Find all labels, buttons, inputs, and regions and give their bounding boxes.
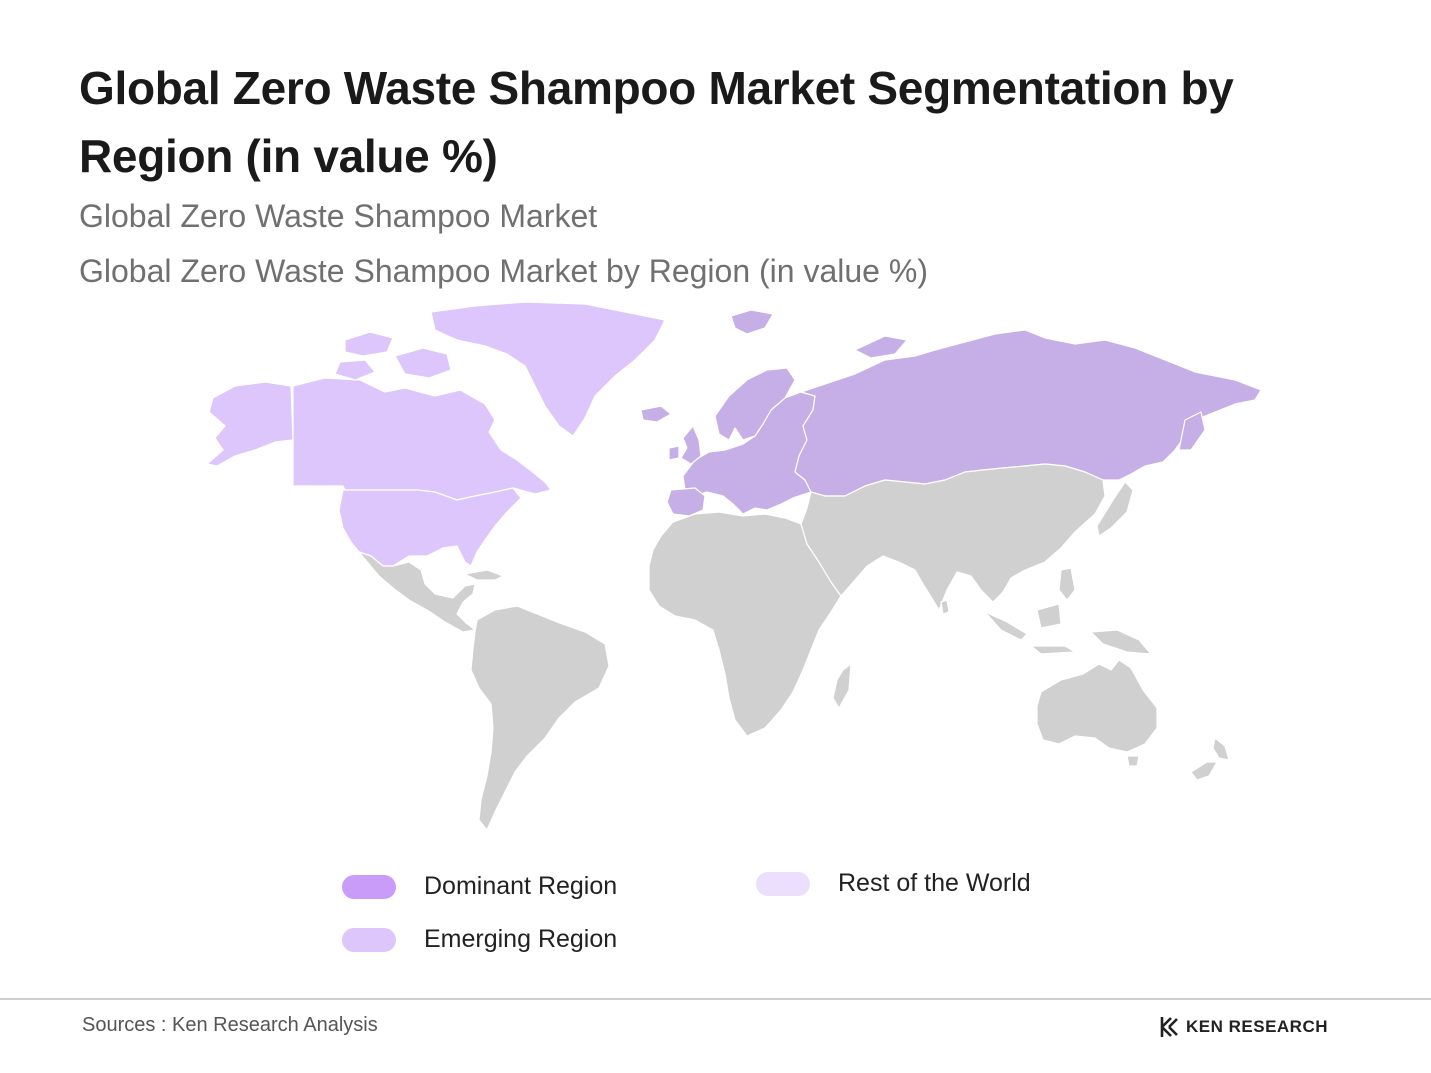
region-ireland (668, 445, 680, 461)
region-iceland (640, 405, 672, 423)
region-canada-islands-2 (394, 347, 452, 379)
ken-research-logo-text: KEN RESEARCH (1186, 1017, 1329, 1036)
region-indonesia-1 (984, 611, 1028, 641)
region-kamchatka (1178, 411, 1206, 451)
chart-title: Global Zero Waste Shampoo Market Segment… (79, 62, 1234, 182)
legend-swatch-rest (756, 871, 810, 896)
chart-subtitle: Global Zero Waste Shampoo Market (79, 198, 598, 234)
source-note: Sources : Ken Research Analysis (82, 1014, 378, 1036)
region-canada-islands-1 (344, 331, 394, 357)
region-tasmania (1126, 755, 1140, 767)
world-map (206, 301, 1262, 831)
legend-swatch-emerging (342, 927, 396, 952)
region-japan (1096, 481, 1134, 537)
region-australia (1036, 659, 1158, 753)
region-iberia (666, 487, 706, 517)
legend-label-emerging: Emerging Region (424, 925, 618, 953)
region-greenland (430, 301, 666, 437)
region-madagascar (832, 663, 852, 709)
region-new-zealand-north (1212, 737, 1230, 761)
region-indonesia-3 (1030, 645, 1076, 655)
region-svalbard (730, 309, 774, 335)
legend-swatch-dominant (342, 874, 396, 899)
region-canada (292, 377, 552, 501)
region-sri-lanka (940, 599, 950, 615)
region-russia-arctic (854, 335, 908, 359)
region-new-zealand-south (1190, 761, 1218, 781)
legend-label-dominant: Dominant Region (424, 872, 618, 900)
region-south-america (470, 605, 610, 831)
legend-item-dominant: Dominant Region (342, 872, 617, 901)
legend-item-emerging: Emerging Region (342, 925, 617, 954)
region-indonesia-2 (1036, 603, 1062, 629)
legend-item-rest: Rest of the World (756, 869, 1031, 898)
region-new-guinea (1090, 629, 1152, 655)
region-caribbean (464, 569, 504, 581)
region-asia (800, 463, 1106, 611)
region-mexico (358, 551, 476, 633)
legend-label-rest: Rest of the World (838, 869, 1031, 897)
region-uk (680, 425, 702, 465)
ken-research-logo: KEN RESEARCH (1160, 1016, 1328, 1038)
region-philippines (1058, 567, 1076, 601)
chart-subtitle-2: Global Zero Waste Shampoo Market by Regi… (79, 253, 928, 289)
region-africa (648, 511, 842, 737)
footer-divider (0, 998, 1431, 1000)
region-canada-islands-3 (334, 359, 376, 381)
region-scandinavia (714, 367, 796, 441)
region-alaska (206, 381, 294, 467)
ken-research-logo-icon (1160, 1017, 1178, 1037)
